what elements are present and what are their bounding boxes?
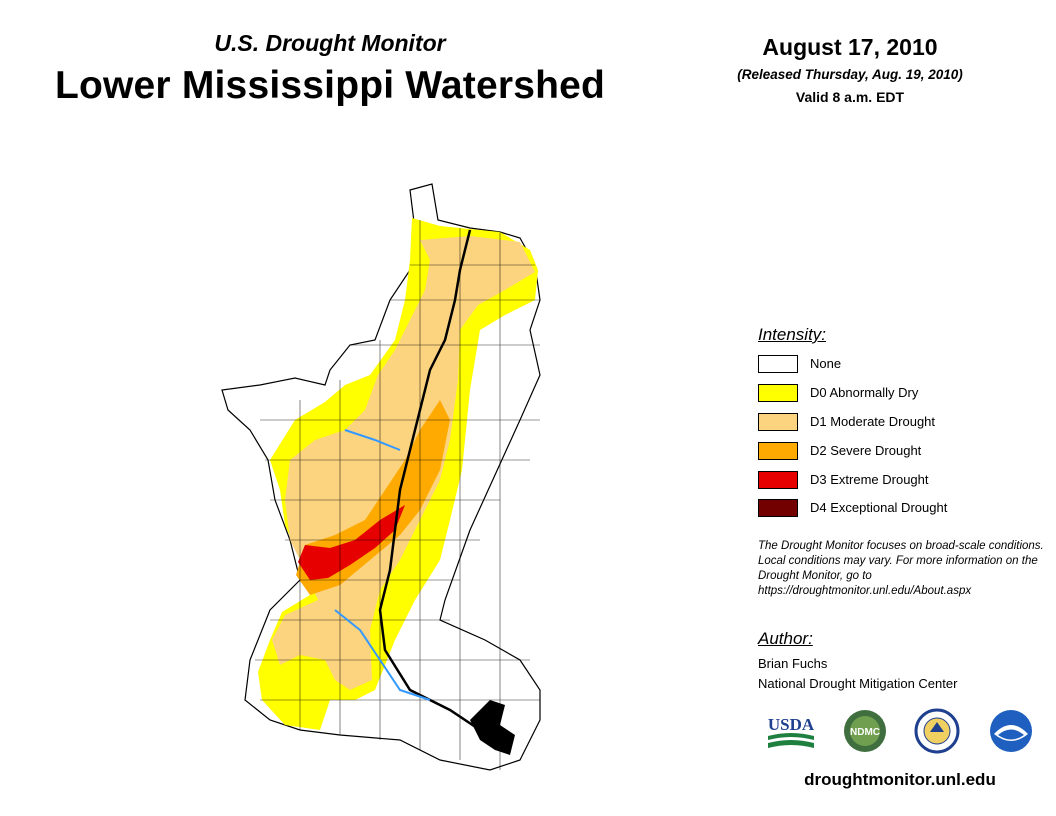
legend-label: D1 Moderate Drought	[810, 414, 936, 429]
legend-swatch	[758, 413, 798, 431]
valid-time: Valid 8 a.m. EDT	[795, 89, 905, 105]
ndmc-logo: NDMC	[844, 710, 886, 752]
legend-swatch	[758, 471, 798, 489]
svg-text:USDA: USDA	[768, 715, 815, 734]
county-lines	[255, 220, 540, 770]
author-heading: Author:	[758, 629, 813, 648]
author-name: Brian Fuchs	[758, 656, 828, 671]
map-subtitle: U.S. Drought Monitor	[214, 30, 446, 56]
drought-map	[221, 183, 541, 771]
website-link[interactable]: droughtmonitor.unl.edu	[804, 770, 996, 789]
d3-region	[298, 505, 405, 580]
noaa-logo	[990, 710, 1032, 752]
legend-label: None	[810, 356, 842, 371]
legend-swatch	[758, 442, 798, 460]
drought-monitor-note: The Drought Monitor focuses on broad-sca…	[758, 540, 1044, 597]
legend-swatch	[758, 499, 798, 517]
usda-logo: USDA	[768, 715, 815, 748]
map-title: Lower Mississippi Watershed	[54, 64, 606, 107]
legend-heading: Intensity:	[758, 325, 827, 344]
map-date: August 17, 2010	[762, 34, 938, 60]
coast-marsh	[470, 700, 515, 755]
legend-label: D2 Severe Drought	[810, 443, 922, 458]
release-date: (Released Thursday, Aug. 19, 2010)	[737, 67, 963, 82]
legend-label: D3 Extreme Drought	[810, 472, 929, 487]
legend-label: D4 Exceptional Drought	[810, 500, 948, 515]
svg-text:NDMC: NDMC	[850, 727, 880, 738]
legend-swatch	[758, 384, 798, 402]
commerce-seal-logo	[914, 708, 960, 754]
legend-label: D0 Abnormally Dry	[810, 385, 919, 400]
legend-swatch	[758, 355, 798, 373]
author-organization: National Drought Mitigation Center	[758, 676, 958, 691]
